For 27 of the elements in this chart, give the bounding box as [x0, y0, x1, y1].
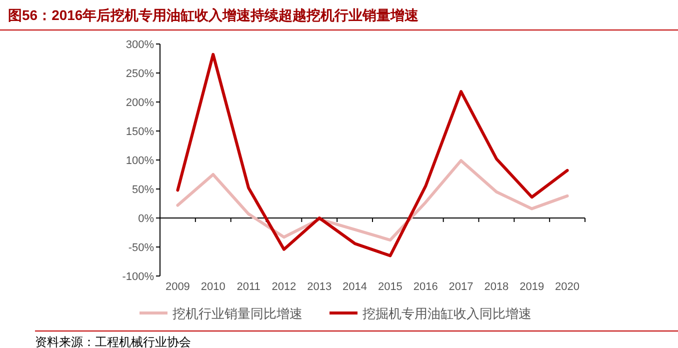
legend-label: 挖机行业销量同比增速 — [172, 306, 302, 321]
x-tick-label: 2009 — [165, 281, 190, 293]
y-tick-label: 200% — [126, 97, 154, 109]
x-tick-label: 2012 — [272, 281, 296, 293]
y-tick-label: 300% — [126, 39, 154, 51]
y-tick-label: 50% — [132, 184, 154, 196]
line-series — [176, 159, 569, 242]
y-tick-label: 0% — [138, 213, 154, 225]
legend-label: 挖掘机专用油缸收入同比增速 — [362, 306, 532, 321]
x-tick-label: 2020 — [555, 281, 580, 293]
x-tick-label: 2015 — [378, 281, 402, 293]
y-tick-label: -50% — [128, 242, 154, 254]
y-tick-label: 150% — [126, 126, 154, 138]
x-tick-label: 2014 — [342, 281, 368, 293]
x-tick-label: 2017 — [448, 281, 474, 293]
y-tick-label: 100% — [126, 155, 154, 167]
x-tick-label: 2013 — [307, 281, 332, 293]
y-tick-label: 250% — [126, 68, 154, 80]
x-tick-label: 2011 — [236, 281, 260, 293]
chart-title: 图56：2016年后挖机专用油缸收入增速持续超越挖机行业销量增速 — [8, 7, 420, 23]
y-tick-label: -100% — [122, 271, 154, 283]
line-series — [176, 52, 569, 258]
x-tick-label: 2018 — [484, 281, 509, 293]
x-tick-label: 2016 — [413, 281, 438, 293]
x-tick-label: 2010 — [200, 281, 226, 293]
x-tick-label: 2019 — [520, 281, 544, 293]
text: 资料来源：工程机械行业协会 — [35, 335, 191, 348]
